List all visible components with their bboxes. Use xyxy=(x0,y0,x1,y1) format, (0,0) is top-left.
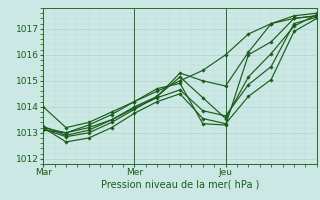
X-axis label: Pression niveau de la mer( hPa ): Pression niveau de la mer( hPa ) xyxy=(101,180,259,190)
